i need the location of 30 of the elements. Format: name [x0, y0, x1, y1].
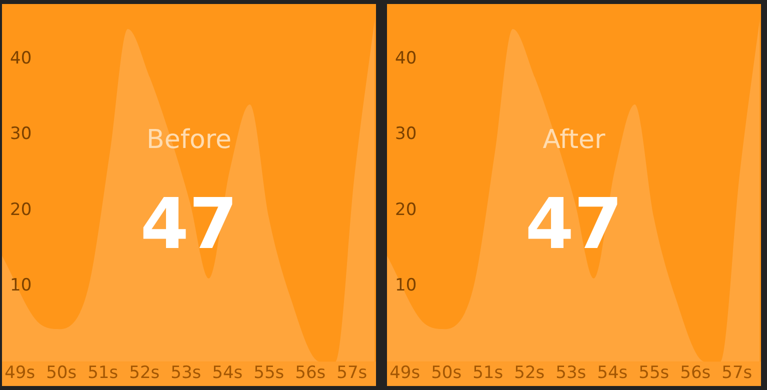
x-tick-label: 53s — [170, 363, 202, 384]
y-tick-label: 40 — [10, 48, 32, 69]
x-tick-label: 56s — [680, 363, 711, 384]
text: 47 — [140, 183, 238, 266]
y-tick-label: 10 — [395, 275, 417, 296]
x-tick-label: 53s — [556, 363, 586, 384]
y-tick-label: 10 — [10, 275, 32, 296]
x-tick-label: 57s — [336, 363, 368, 384]
text: After — [542, 124, 606, 155]
x-tick-label: 52s — [129, 363, 160, 384]
y-tick-label: 20 — [10, 200, 32, 220]
x-tick-label: 55s — [254, 363, 284, 384]
x-tick-label: 57s — [722, 363, 752, 384]
x-tick-label: 54s — [212, 363, 243, 384]
x-tick-label: 50s — [46, 363, 77, 384]
text: Before — [146, 124, 232, 155]
x-tick-label: 51s — [88, 363, 118, 384]
x-tick-label: 49s — [4, 363, 36, 384]
y-tick-label: 30 — [395, 124, 417, 144]
y-tick-label: 40 — [395, 48, 417, 69]
y-tick-label: 30 — [10, 124, 32, 144]
x-tick-label: 52s — [514, 363, 545, 384]
x-tick-label: 56s — [295, 363, 326, 384]
x-tick-label: 55s — [638, 363, 670, 384]
text: 47 — [525, 183, 623, 266]
x-tick-label: 54s — [597, 363, 628, 384]
x-tick-label: 49s — [390, 363, 420, 384]
x-tick-label: 50s — [431, 363, 462, 384]
x-tick-label: 51s — [472, 363, 504, 384]
y-tick-label: 20 — [395, 200, 417, 220]
